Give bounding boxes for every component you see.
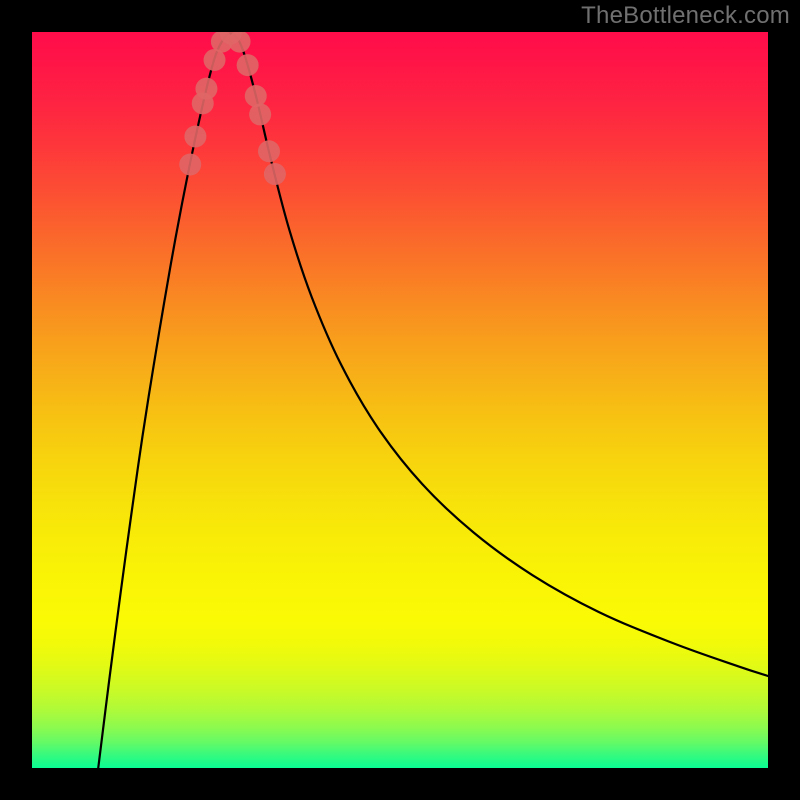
curve-marker <box>237 54 259 76</box>
curve-marker <box>195 78 217 100</box>
chart-background <box>32 32 768 768</box>
curve-marker <box>179 153 201 175</box>
chart-frame: TheBottleneck.com <box>0 0 800 800</box>
curve-marker <box>245 85 267 107</box>
curve-marker <box>264 163 286 185</box>
watermark-text: TheBottleneck.com <box>581 2 790 30</box>
plot-area <box>32 32 768 768</box>
curve-marker <box>258 140 280 162</box>
curve-marker <box>184 126 206 148</box>
chart-svg <box>32 32 768 768</box>
curve-marker <box>249 103 271 125</box>
